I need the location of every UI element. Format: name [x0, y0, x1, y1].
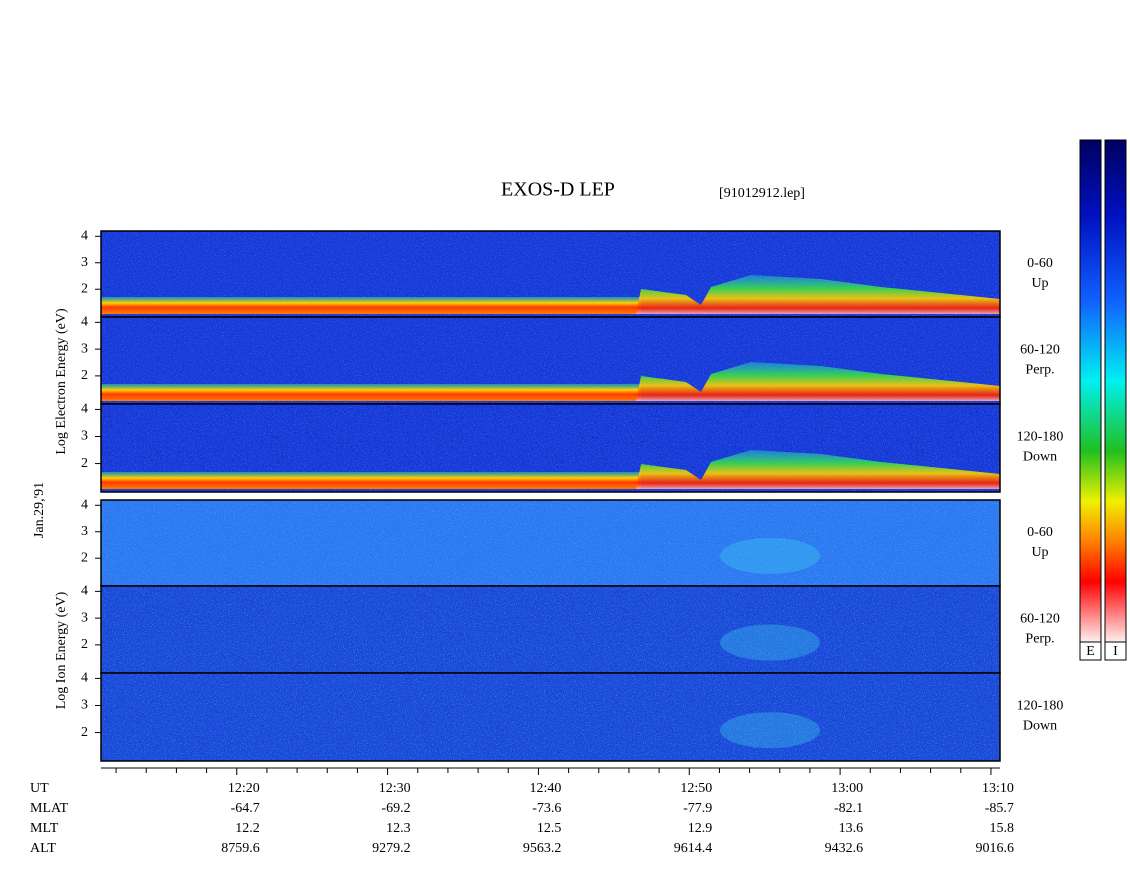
y-tick-label: 4 [81, 402, 88, 417]
y-tick-label: 4 [81, 584, 88, 599]
panel-direction: Down [1023, 450, 1057, 465]
ephemeris-value: -77.9 [683, 801, 712, 816]
x-tick-label: 12:30 [379, 781, 411, 796]
electron-band [101, 384, 641, 401]
electron-burst [636, 450, 1000, 489]
panel-angle: 120-180 [1017, 699, 1064, 714]
ephemeris-value: 9279.2 [372, 841, 411, 856]
panel-angle: 60-120 [1020, 342, 1060, 357]
spectrogram-dark-noise [101, 586, 1000, 673]
y-tick-label: 2 [81, 368, 88, 383]
ephemeris-name: MLAT [30, 801, 69, 816]
x-tick-label: 13:00 [831, 781, 863, 796]
x-tick-label: 12:40 [530, 781, 562, 796]
y-tick-label: 2 [81, 637, 88, 652]
panel-angle: 120-180 [1017, 430, 1064, 445]
y-tick-label: 3 [81, 341, 88, 356]
y-tick-label: 4 [81, 315, 88, 330]
y-tick-label: 2 [81, 725, 88, 740]
panel-direction: Up [1031, 276, 1048, 291]
colorbar [1079, 139, 1102, 643]
y-axis-label: Log Ion Energy (eV) [54, 591, 69, 709]
y-tick-label: 2 [81, 281, 88, 296]
panel-frame [100, 403, 1001, 493]
y-tick-label: 4 [81, 498, 88, 513]
y-tick-label: 4 [81, 229, 88, 244]
spectrogram-dark-noise [101, 673, 1000, 761]
ephemeris-value: 12.5 [537, 821, 562, 836]
ion-feature [720, 712, 820, 749]
ion-feature [720, 537, 820, 574]
x-tick-label: 12:20 [228, 781, 260, 796]
y-tick-label: 3 [81, 698, 88, 713]
panel-direction: Perp. [1025, 631, 1054, 646]
ephemeris-value: -85.7 [985, 801, 1014, 816]
y-tick-label: 2 [81, 456, 88, 471]
panel-frame [100, 672, 1001, 762]
ephemeris-value: 12.3 [386, 821, 411, 836]
panel-direction: Perp. [1025, 362, 1054, 377]
ephemeris-value: 13.6 [839, 821, 864, 836]
y-tick-label: 2 [81, 550, 88, 565]
colorbar-label: E [1086, 644, 1095, 659]
ephemeris-value: 12.2 [235, 821, 260, 836]
panel-angle: 60-120 [1020, 611, 1060, 626]
ephemeris-value: -69.2 [381, 801, 410, 816]
y-axis-label: Log Electron Energy (eV) [54, 308, 69, 455]
x-tick-label: 13:10 [982, 781, 1014, 796]
ephemeris-value: -73.6 [532, 801, 561, 816]
colorbar-label-box [1104, 641, 1127, 661]
ephemeris-value: 9614.4 [674, 841, 713, 856]
ephemeris-value: 9563.2 [523, 841, 562, 856]
ephemeris-value: 8759.6 [221, 841, 260, 856]
colorbar-label: I [1113, 644, 1118, 659]
ion-feature [720, 624, 820, 661]
subtitle: [91012912.lep] [719, 186, 805, 201]
spectrogram-dark-noise [101, 500, 1000, 586]
ephemeris-value: 12.9 [688, 821, 713, 836]
panel-angle: 0-60 [1027, 525, 1053, 540]
y-tick-label: 4 [81, 671, 88, 686]
panel-angle: 0-60 [1027, 256, 1053, 271]
y-tick-label: 3 [81, 524, 88, 539]
colorbar-label-box [1079, 641, 1102, 661]
y-tick-label: 3 [81, 610, 88, 625]
date-label: Jan.29,'91 [32, 482, 47, 538]
ephemeris-value: 9016.6 [975, 841, 1014, 856]
electron-burst [636, 362, 1000, 401]
panel-direction: Down [1023, 719, 1057, 734]
ephemeris-value: -64.7 [231, 801, 260, 816]
ephemeris-value: 9432.6 [825, 841, 864, 856]
y-tick-label: 3 [81, 429, 88, 444]
panel-direction: Up [1031, 545, 1048, 560]
x-axis-label: UT [30, 781, 49, 796]
y-tick-label: 3 [81, 255, 88, 270]
colorbar [1104, 139, 1127, 643]
title: EXOS-D LEP [501, 179, 615, 201]
x-tick-label: 12:50 [680, 781, 712, 796]
electron-burst [636, 275, 1000, 314]
ephemeris-value: -82.1 [834, 801, 863, 816]
ephemeris-name: MLT [30, 821, 59, 836]
ephemeris-value: 15.8 [989, 821, 1014, 836]
electron-band [101, 472, 641, 489]
electron-band [101, 297, 641, 314]
ephemeris-name: ALT [30, 841, 56, 856]
